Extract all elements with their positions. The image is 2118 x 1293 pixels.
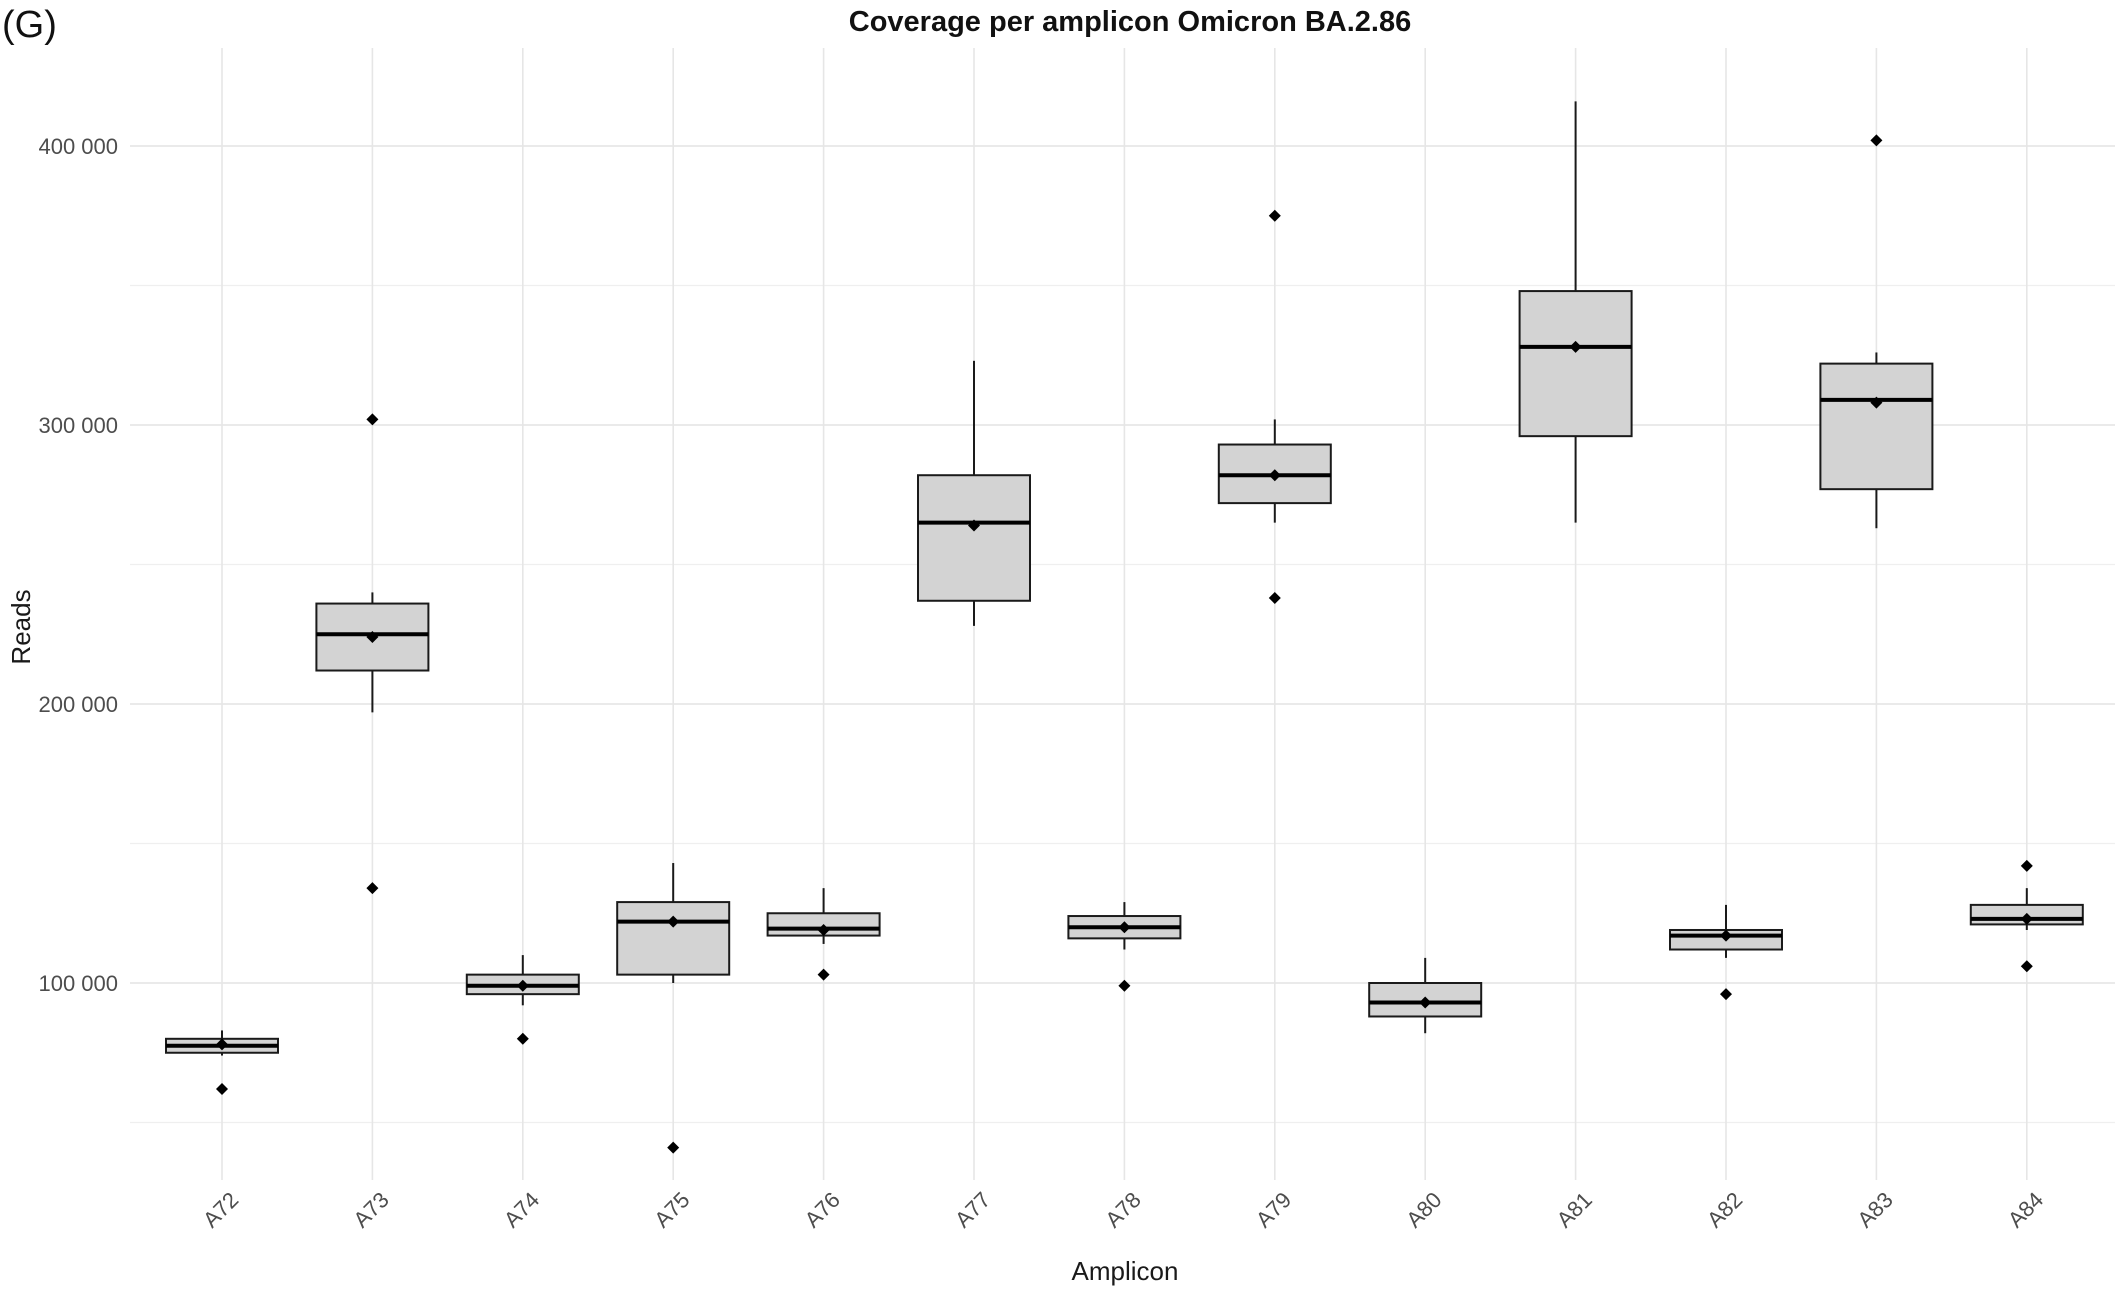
y-tick-labels: 100 000 200 000 300 000 400 000 — [38, 134, 118, 996]
box-A74 — [465, 955, 580, 1045]
box-A82 — [1669, 904, 1783, 1001]
x-axis-title: Amplicon — [1072, 1256, 1179, 1286]
data-point — [216, 1038, 228, 1051]
y-tick-label: 300 000 — [38, 413, 118, 438]
x-tick-label: A80 — [1401, 1187, 1446, 1232]
x-tick-label: A81 — [1552, 1187, 1597, 1232]
box-layer — [165, 101, 2084, 1154]
data-point — [667, 1141, 680, 1154]
data-point — [2020, 912, 2033, 925]
box-A73 — [315, 413, 430, 895]
x-tick-label: A73 — [348, 1187, 393, 1232]
box-A77 — [917, 360, 1031, 626]
data-point — [516, 979, 529, 992]
chart-title: Coverage per amplicon Omicron BA.2.86 — [849, 6, 1411, 38]
data-point — [1870, 396, 1883, 409]
data-point — [366, 413, 379, 426]
y-tick-label: 400 000 — [38, 134, 118, 159]
data-point — [1118, 979, 1131, 992]
box-A76 — [766, 888, 881, 981]
data-point — [516, 1032, 529, 1045]
box-A79 — [1217, 209, 1332, 604]
box-A78 — [1067, 902, 1182, 992]
panel-label: (G) — [2, 4, 57, 46]
data-point — [1720, 929, 1732, 942]
y-axis-title: Reads — [6, 589, 36, 664]
box-A84 — [1969, 859, 2084, 973]
box-rect — [1819, 362, 1934, 491]
y-tick-label: 200 000 — [38, 692, 118, 717]
box-A80 — [1368, 957, 1483, 1034]
data-point — [1268, 209, 1281, 222]
data-point — [2020, 859, 2033, 872]
box-A72 — [165, 1030, 279, 1096]
x-tick-label: A79 — [1251, 1187, 1296, 1232]
x-tick-label: A74 — [499, 1187, 544, 1232]
x-tick-label: A77 — [950, 1187, 995, 1232]
box-A81 — [1518, 101, 1633, 523]
data-point — [1720, 988, 1732, 1001]
data-point — [216, 1083, 228, 1096]
data-point — [2020, 960, 2033, 973]
x-tick-label: A72 — [198, 1187, 243, 1232]
data-point — [1268, 469, 1281, 482]
box-rect — [616, 901, 731, 976]
box-A83 — [1819, 134, 1934, 529]
data-point — [667, 915, 680, 928]
x-tick-label: A76 — [800, 1187, 845, 1232]
data-point — [366, 631, 379, 644]
box-A75 — [616, 863, 731, 1154]
data-point — [968, 519, 980, 532]
data-point — [1870, 134, 1883, 147]
x-tick-label: A75 — [649, 1187, 694, 1232]
data-point — [1569, 340, 1582, 353]
x-tick-labels: A72 A73 A74 A75 A76 A77 A78 A79 A80 A81 A82 A83 A84 — [198, 1187, 2048, 1232]
data-point — [1118, 921, 1131, 934]
box-rect — [917, 474, 1031, 602]
x-tick-label: A78 — [1100, 1187, 1145, 1232]
x-tick-label: A84 — [2003, 1187, 2048, 1232]
data-point — [817, 923, 830, 936]
data-point — [817, 968, 830, 981]
data-point — [366, 882, 379, 895]
y-tick-label: 100 000 — [38, 971, 118, 996]
x-tick-label: A82 — [1702, 1187, 1747, 1232]
x-tick-label: A83 — [1852, 1187, 1897, 1232]
box-rect — [1518, 290, 1633, 438]
data-point — [1419, 996, 1432, 1009]
data-point — [1268, 591, 1281, 604]
